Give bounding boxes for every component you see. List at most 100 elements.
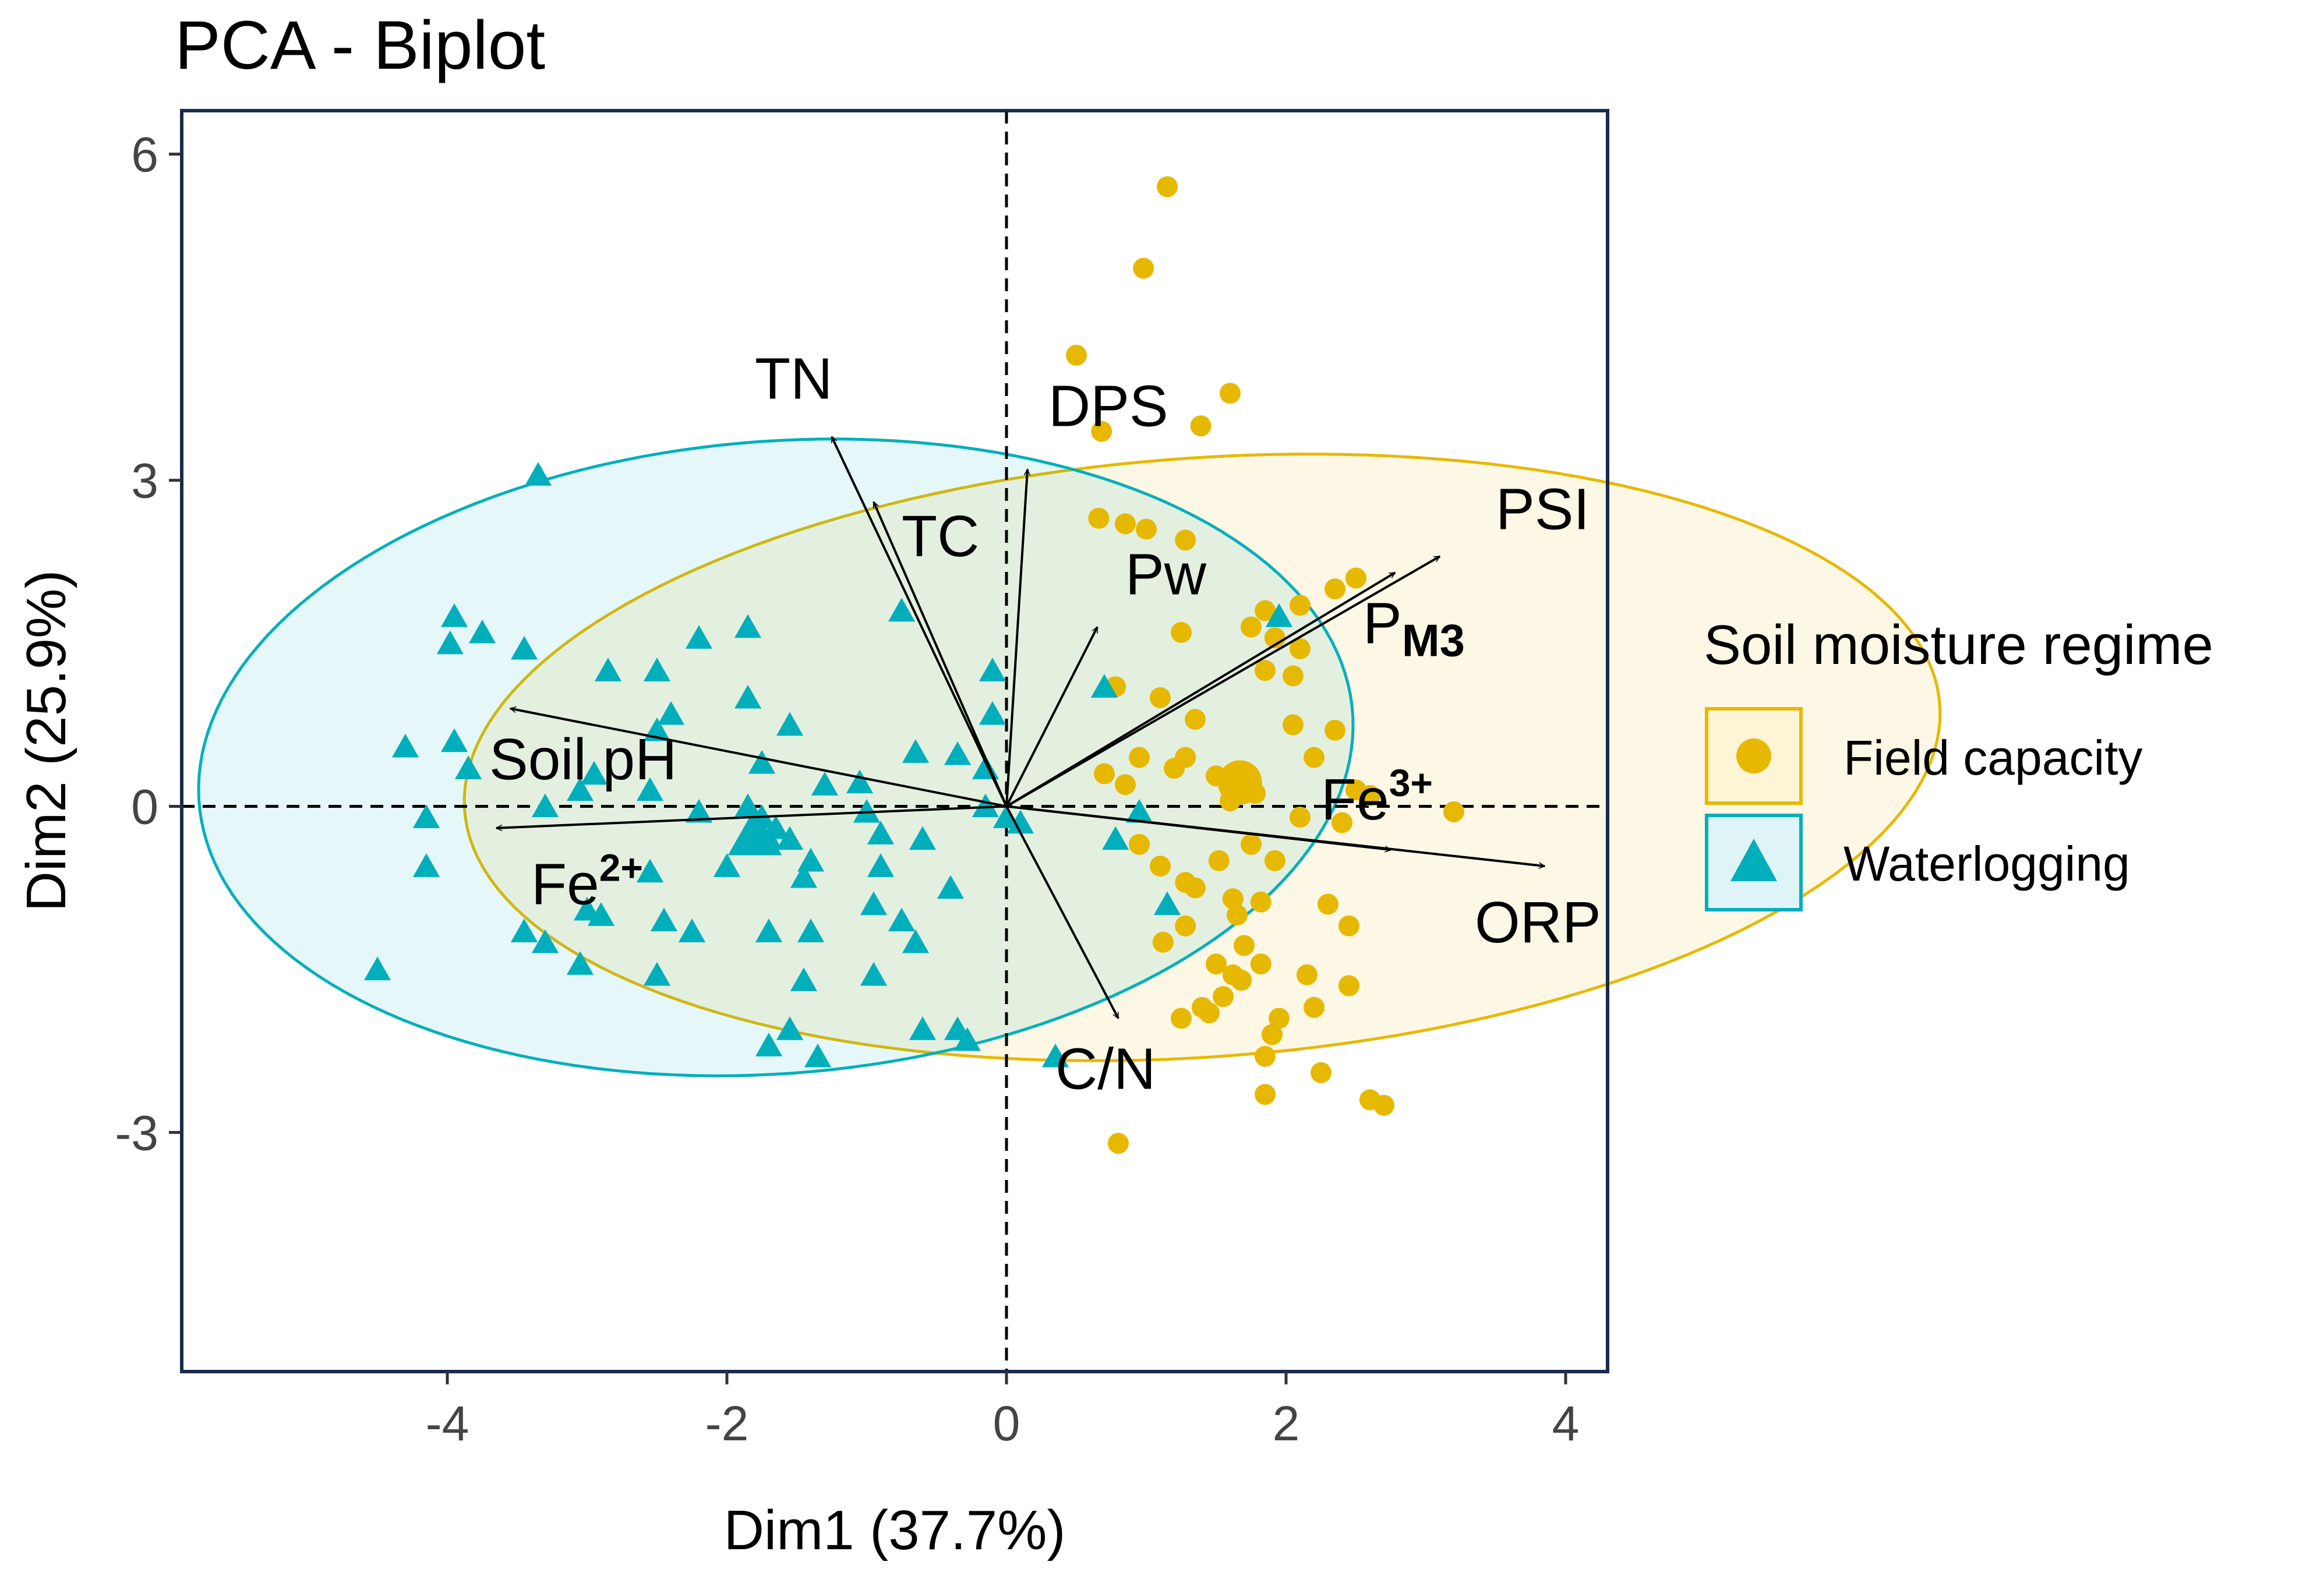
point-waterlogging	[412, 853, 440, 877]
point-field-capacity	[1175, 915, 1196, 937]
point-field-capacity	[1443, 801, 1464, 822]
point-field-capacity	[1290, 638, 1311, 659]
x-axis: -4 -2 0 2 4	[426, 1372, 1580, 1451]
point-waterlogging	[790, 864, 818, 888]
point-field-capacity	[1115, 513, 1136, 535]
point-field-capacity	[1345, 567, 1366, 589]
point-field-capacity	[1115, 774, 1136, 796]
legend-label-waterlogging: Waterlogging	[1843, 836, 2130, 891]
point-waterlogging	[860, 962, 888, 986]
point-waterlogging	[650, 907, 678, 932]
point-field-capacity	[1304, 747, 1325, 768]
point-waterlogging	[510, 918, 538, 942]
variable-label-c-n: C/N	[1055, 1037, 1156, 1102]
reference-lines	[182, 111, 1608, 1372]
point-field-capacity	[1241, 833, 1262, 855]
chart-title: PCA - Biplot	[175, 7, 545, 84]
point-waterlogging	[678, 918, 706, 942]
point-waterlogging	[363, 956, 391, 981]
point-waterlogging	[436, 630, 464, 655]
point-waterlogging	[531, 793, 559, 818]
legend-marker-field-capacity	[1736, 738, 1771, 773]
point-waterlogging	[510, 635, 538, 660]
point-waterlogging	[566, 777, 594, 801]
mean-point-waterlogging	[727, 808, 782, 856]
point-waterlogging	[1102, 826, 1129, 850]
point-field-capacity	[1175, 872, 1196, 893]
variable-label-orp: ORP	[1475, 890, 1601, 955]
point-field-capacity	[1171, 1008, 1192, 1029]
point-waterlogging	[1125, 798, 1153, 823]
point-field-capacity	[1290, 595, 1311, 616]
point-waterlogging	[888, 907, 916, 932]
variable-label-psi: PSI	[1496, 477, 1590, 542]
point-field-capacity	[1136, 518, 1157, 540]
point-waterlogging	[636, 777, 664, 801]
point-waterlogging	[1090, 674, 1118, 698]
point-field-capacity	[1133, 257, 1154, 279]
point-field-capacity	[1311, 1062, 1331, 1083]
point-waterlogging	[909, 1016, 937, 1040]
legend-item-field-capacity[interactable]: Field capacity	[1705, 707, 2143, 805]
point-field-capacity	[1255, 1084, 1276, 1105]
x-tick-label: 4	[1552, 1396, 1580, 1451]
point-waterlogging	[902, 739, 930, 763]
variable-label-dps: DPS	[1048, 373, 1168, 439]
point-waterlogging	[804, 1043, 832, 1068]
point-field-capacity	[1255, 600, 1276, 621]
point-field-capacity	[1255, 660, 1276, 681]
arrow-pw	[1005, 627, 1099, 807]
point-field-capacity	[1190, 415, 1212, 437]
point-field-capacity	[1206, 953, 1227, 975]
point-field-capacity	[1359, 785, 1380, 806]
point-field-capacity	[1325, 578, 1345, 600]
point-field-capacity	[1129, 833, 1150, 855]
point-field-capacity	[1088, 507, 1110, 529]
point-field-capacity	[1208, 850, 1230, 871]
point-waterlogging	[531, 929, 559, 953]
point-waterlogging	[776, 712, 804, 736]
variable-label-fe2: Fe2+	[531, 846, 643, 917]
y-tick-label: 6	[131, 128, 158, 182]
point-field-capacity	[1297, 964, 1318, 985]
point-waterlogging	[867, 821, 895, 844]
point-field-capacity	[1222, 888, 1244, 910]
point-waterlogging	[468, 619, 496, 644]
point-field-capacity	[1066, 344, 1087, 366]
point-waterlogging	[888, 598, 916, 622]
point-waterlogging	[580, 761, 608, 785]
point-field-capacity	[1164, 758, 1185, 779]
y-tick-label: -3	[115, 1105, 158, 1160]
point-field-capacity	[1231, 970, 1252, 991]
x-tick-label: 2	[1273, 1396, 1300, 1451]
point-field-capacity	[1250, 953, 1272, 975]
point-waterlogging	[790, 967, 818, 991]
legend-item-waterlogging[interactable]: Waterlogging	[1705, 814, 2130, 911]
point-waterlogging	[902, 929, 930, 953]
point-field-capacity	[1290, 807, 1311, 828]
arrow-psi	[1006, 555, 1440, 808]
point-waterlogging	[1041, 1043, 1069, 1068]
y-axis: -3 0 3 6	[115, 128, 182, 1160]
point-waterlogging	[566, 951, 594, 975]
point-waterlogging	[979, 658, 1006, 681]
point-field-capacity	[1325, 719, 1345, 741]
point-waterlogging	[636, 858, 664, 883]
point-waterlogging	[937, 875, 965, 899]
point-waterlogging	[811, 772, 839, 796]
legend-label-field-capacity: Field capacity	[1843, 730, 2143, 785]
point-waterlogging	[587, 902, 615, 926]
variable-labels: TN TC DPS Pw PSI PM3 Fe3+ ORP C/N Soil pH Fe2+	[489, 347, 1601, 1102]
point-field-capacity	[1373, 1094, 1394, 1116]
point-waterlogging	[853, 798, 881, 823]
data-points	[363, 176, 1464, 1154]
point-field-capacity	[1171, 621, 1192, 643]
point-waterlogging	[440, 603, 468, 627]
point-waterlogging	[972, 793, 999, 818]
point-waterlogging	[685, 625, 713, 649]
arrow-orp	[1006, 805, 1545, 866]
x-tick-label: -2	[705, 1396, 749, 1451]
point-waterlogging	[573, 896, 601, 921]
point-waterlogging	[412, 804, 440, 828]
